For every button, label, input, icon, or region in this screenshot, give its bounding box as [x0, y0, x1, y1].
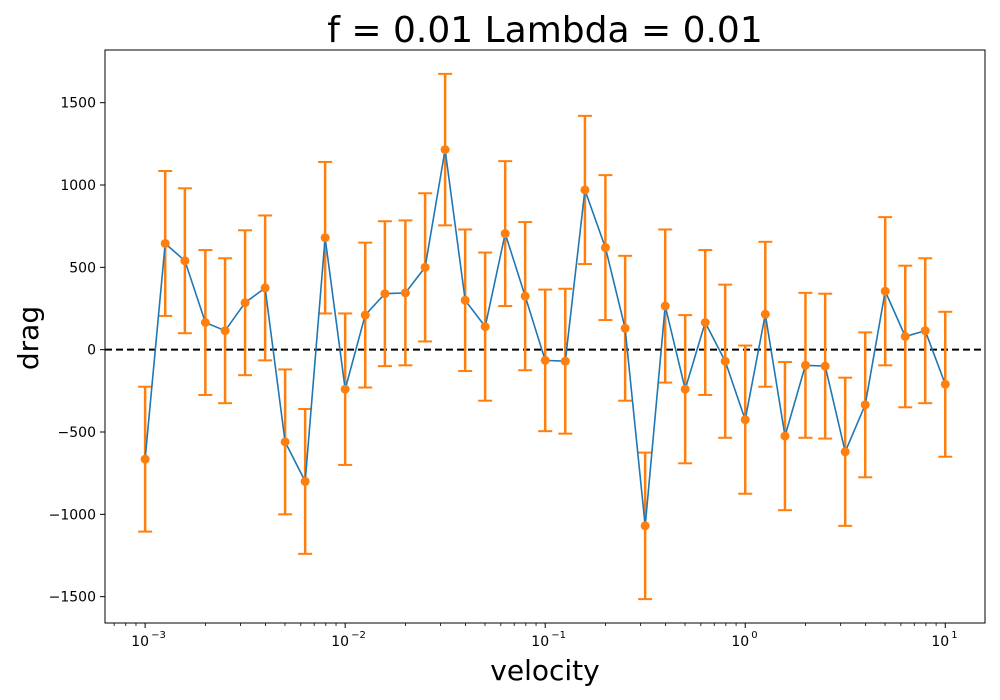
data-point [360, 310, 370, 320]
y-tick-label: 500 [69, 260, 96, 276]
y-axis-label: drag [12, 306, 45, 370]
x-tick-exponent: −2 [351, 630, 366, 641]
data-point [540, 355, 550, 365]
error-bars [138, 72, 953, 601]
data-point [840, 447, 850, 457]
data-point [600, 243, 610, 253]
data-point [480, 322, 490, 332]
data-point [820, 361, 830, 371]
data-point [140, 454, 150, 464]
x-tick-label: 10 [131, 634, 149, 650]
x-axis-label: velocity [490, 654, 599, 687]
data-point [160, 238, 170, 248]
data-point [760, 309, 770, 319]
data-point [460, 295, 470, 305]
data-point [320, 233, 330, 243]
data-point [940, 379, 950, 389]
data-point [800, 360, 810, 370]
data-point [520, 291, 530, 301]
data-point [900, 332, 910, 341]
x-tick-exponent: 0 [751, 630, 757, 641]
x-axis-ticks: 10 −3 10 −2 10 −1 10 0 10 1 [131, 623, 958, 650]
x-tick-label: 10 [731, 634, 749, 650]
data-point [400, 288, 410, 298]
data-point [640, 521, 650, 531]
x-tick-label: 10 [931, 634, 949, 650]
data-point [580, 185, 590, 195]
data-point [700, 318, 710, 328]
data-point [280, 437, 290, 447]
data-points [140, 145, 950, 531]
data-point [340, 384, 350, 394]
y-tick-label: 1000 [60, 178, 96, 194]
data-point [200, 318, 210, 328]
x-tick-exponent: 1 [951, 630, 957, 641]
data-point [860, 400, 870, 410]
data-point [260, 283, 270, 293]
data-point [620, 323, 630, 333]
data-point [740, 415, 750, 425]
data-point [560, 356, 570, 366]
y-tick-label: −1500 [49, 590, 96, 606]
data-point [880, 286, 890, 296]
data-point [920, 326, 930, 336]
data-point [780, 431, 790, 441]
y-tick-label: 1500 [60, 96, 96, 112]
chart-title: f = 0.01 Lambda = 0.01 [327, 10, 762, 51]
data-point [220, 326, 230, 336]
y-tick-label: −1000 [49, 507, 96, 523]
data-point [420, 262, 430, 272]
x-minor-ticks [113, 623, 937, 626]
x-tick-label: 10 [331, 634, 349, 650]
y-axis-ticks: −1500 −1000 −500 0 500 1000 1500 [49, 96, 105, 606]
data-point [380, 289, 390, 299]
data-point [240, 298, 250, 308]
data-point [680, 384, 690, 394]
data-point [440, 145, 450, 155]
data-point [180, 256, 190, 266]
data-point [300, 476, 310, 486]
data-point [660, 301, 670, 311]
data-point [720, 356, 730, 366]
data-point [500, 229, 510, 239]
x-tick-label: 10 [531, 634, 549, 650]
x-tick-exponent: −1 [551, 630, 566, 641]
y-tick-label: 0 [87, 343, 96, 359]
y-tick-label: −500 [58, 425, 96, 441]
x-tick-exponent: −3 [151, 630, 166, 641]
